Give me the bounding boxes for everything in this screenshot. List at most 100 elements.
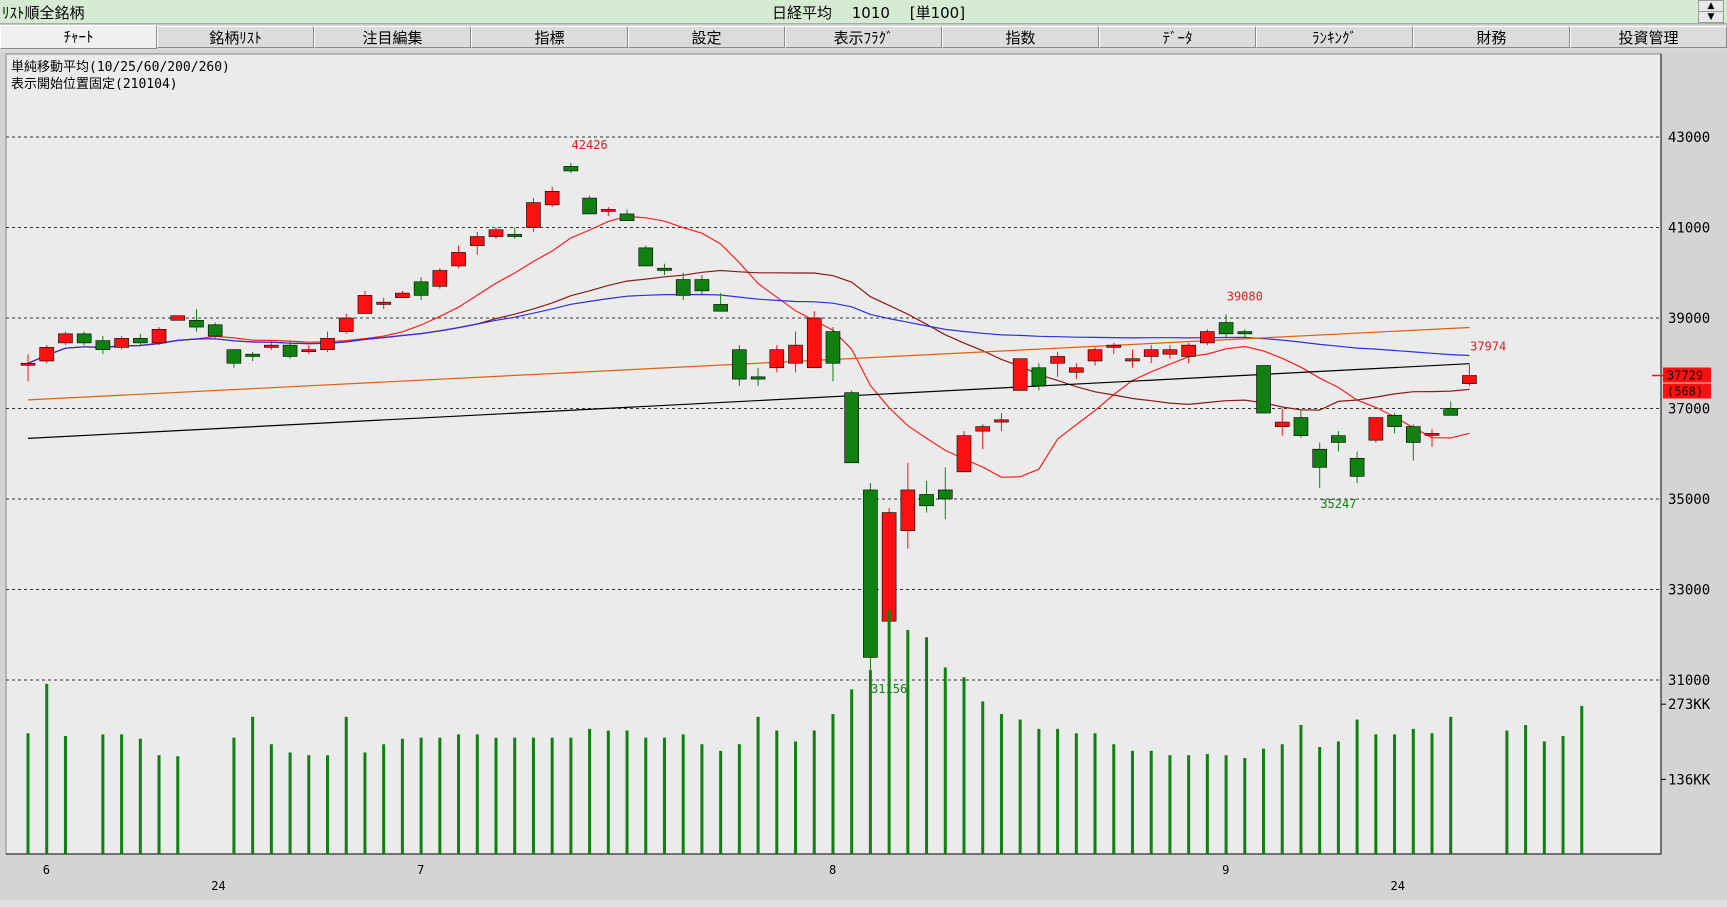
candle-body	[657, 267, 672, 271]
candle-body	[1087, 349, 1103, 362]
volume-bar	[138, 738, 142, 854]
candle-body	[432, 270, 448, 287]
volume-bar	[606, 730, 610, 854]
candle-body	[1237, 331, 1253, 335]
volume-bar	[1149, 750, 1153, 854]
volume-bar	[962, 677, 966, 854]
display-position-label: 表示開始位置固定(210104)	[11, 77, 178, 92]
candle-body	[1050, 356, 1065, 364]
candle-body	[301, 349, 317, 352]
volume-bar	[588, 728, 592, 854]
tab-index[interactable]: 指数	[942, 26, 1099, 48]
candle-body	[245, 353, 260, 357]
volume-bar	[157, 755, 161, 854]
volume-bar	[363, 752, 367, 854]
candle-body	[675, 279, 691, 296]
candle-body	[526, 202, 541, 228]
volume-bar	[438, 737, 442, 854]
volume-bar	[1280, 744, 1284, 854]
extreme-price-label: 35247	[1320, 497, 1356, 511]
volume-bar	[1168, 755, 1172, 854]
volume-bar	[1561, 736, 1565, 854]
volume-bar	[1018, 719, 1022, 854]
x-axis-label: 7	[417, 863, 424, 877]
tab-stock-list[interactable]: 銘柄ﾘｽﾄ	[157, 26, 314, 48]
volume-bar	[1130, 750, 1134, 854]
volume-bar	[1037, 728, 1041, 854]
candle-body	[694, 279, 710, 292]
candle-body	[1387, 414, 1402, 427]
volume-bar	[1205, 754, 1209, 854]
volume-bar	[1430, 733, 1434, 854]
list-name: ﾘｽﾄ順全銘柄	[2, 4, 85, 22]
volume-bar	[1112, 744, 1116, 854]
candle-body	[619, 213, 635, 222]
volume-bar	[775, 730, 779, 854]
price-tick-label: 33000	[1668, 583, 1710, 599]
candle-body	[95, 340, 111, 350]
candle-body	[264, 344, 279, 348]
current-price-badge	[1663, 367, 1711, 383]
volume-bar	[868, 670, 872, 854]
candle-body	[806, 317, 822, 369]
ma200-line	[27, 326, 1470, 401]
candle-body	[1312, 448, 1327, 468]
price-tick-label: 31000	[1668, 673, 1710, 689]
volume-bar	[176, 756, 180, 854]
tab-ranking[interactable]: ﾗﾝｷﾝｸﾞ	[1256, 26, 1413, 48]
volume-bar	[1393, 734, 1397, 854]
volume-bar	[737, 744, 741, 854]
candle-body	[544, 191, 560, 206]
volume-bar	[269, 744, 273, 854]
volume-bar	[906, 630, 910, 854]
tab-chart[interactable]: ﾁｬｰﾄ	[0, 25, 157, 49]
volume-bar	[1224, 755, 1228, 854]
candle-body	[1462, 375, 1477, 384]
tab-settings[interactable]: 設定	[628, 26, 785, 48]
candle-body	[357, 295, 373, 314]
scroll-down-button[interactable]: ▼	[1698, 11, 1724, 23]
volume-bar	[344, 716, 348, 854]
volume-bar	[101, 734, 105, 854]
price-chart[interactable]: 単純移動平均(10/25/60/200/260) 表示開始位置固定(210104…	[0, 51, 1727, 907]
price-tick-label: 43000	[1668, 130, 1710, 146]
candle-body	[582, 197, 597, 215]
volume-bar	[756, 716, 760, 854]
candle-body	[20, 362, 36, 366]
volume-bar	[1580, 705, 1584, 854]
candle-body	[189, 319, 204, 328]
volume-tick-label: 136KK	[1668, 772, 1711, 788]
volume-bar	[1187, 755, 1191, 854]
volume-bar	[1542, 741, 1546, 854]
volume-bar	[326, 755, 330, 854]
volume-bar	[1524, 725, 1528, 854]
candle-body	[975, 426, 991, 432]
price-tick-label: 41000	[1668, 221, 1710, 237]
volume-bar	[569, 737, 573, 854]
tab-investment[interactable]: 投資管理	[1570, 26, 1727, 48]
candle-body	[825, 331, 841, 364]
ma260-line	[27, 363, 1470, 439]
volume-bar	[681, 734, 685, 854]
tab-indicators[interactable]: 指標	[471, 26, 628, 48]
volume-bar	[251, 716, 255, 854]
price-tick-label: 35000	[1668, 492, 1710, 508]
candle-body	[788, 344, 803, 364]
candle-body	[601, 209, 616, 212]
tab-data[interactable]: ﾃﾞｰﾀ	[1099, 26, 1256, 48]
tab-display-flags[interactable]: 表示ﾌﾗｸﾞ	[785, 26, 942, 48]
extreme-price-label: 37974	[1470, 339, 1506, 353]
volume-bar	[475, 734, 479, 854]
tab-watch-edit[interactable]: 注目編集	[314, 26, 471, 48]
volume-bar	[981, 701, 985, 854]
candle-body	[58, 333, 73, 344]
candle-body	[282, 344, 298, 357]
candle-body	[769, 349, 785, 369]
volume-bar	[644, 737, 648, 854]
candle-body	[376, 301, 391, 305]
candle-body	[1162, 349, 1178, 355]
candle-body	[170, 315, 186, 321]
tab-financials[interactable]: 財務	[1413, 26, 1570, 48]
extreme-price-label: 31156	[871, 682, 907, 696]
ma60-line	[27, 293, 1470, 364]
